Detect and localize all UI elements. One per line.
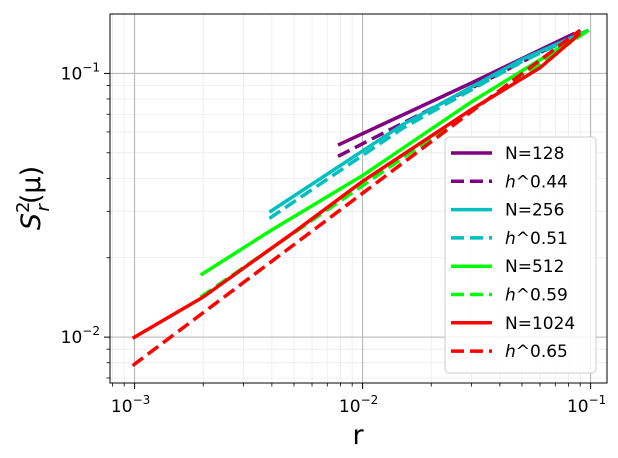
axis-ticks	[104, 72, 592, 389]
x-tick-label-exponent: −3	[133, 393, 151, 407]
y-tick-label-base: 10	[61, 64, 83, 84]
legend-label: N=128	[505, 144, 564, 164]
series-line-h-0-44-fit	[337, 33, 576, 158]
legend-label-rest: ^0.59	[516, 286, 568, 306]
legend-label: N=512	[505, 257, 564, 277]
legend-label-italic: h	[505, 172, 516, 192]
legend-entry: h^0.65	[451, 342, 568, 362]
legend-label-italic: h	[505, 342, 516, 362]
legend-label-rest: ^0.51	[516, 229, 568, 249]
plot-frame	[109, 13, 608, 384]
x-tick-label: 10−3	[111, 393, 150, 417]
legend-entry: h^0.44	[451, 172, 568, 192]
legend: N=128h^0.44N=256h^0.51N=512h^0.59N=1024h…	[444, 136, 597, 374]
y-tick-label: 10−2	[61, 324, 100, 348]
legend-entry: N=1024	[451, 314, 575, 334]
series-line-n-512	[199, 28, 590, 277]
legend-label-rest: ^0.44	[516, 172, 568, 192]
x-tick-label-exponent: −2	[361, 393, 379, 407]
svg-text:S2r(μ): S2r(μ)	[13, 166, 54, 230]
y-tick-label-exponent: −2	[82, 324, 100, 338]
legend-label-italic: h	[505, 229, 516, 249]
legend-label-italic: h	[505, 286, 516, 306]
series-line-n-1024	[131, 31, 582, 340]
legend-label: h^0.59	[505, 286, 568, 306]
x-tick-label-base: 10	[339, 397, 361, 417]
y-axis-title-symbol: S	[16, 213, 47, 230]
legend-frame	[444, 136, 597, 374]
y-axis-title-superscript: 2	[13, 202, 34, 213]
legend-label: h^0.65	[505, 342, 568, 362]
legend-label: N=1024	[505, 314, 575, 334]
x-tick-label: 10−2	[339, 393, 378, 417]
legend-label: N=256	[505, 201, 564, 221]
y-axis-title-argument: (μ)	[16, 166, 47, 204]
legend-entry: N=128	[451, 144, 564, 164]
x-tick-label: 10−1	[567, 393, 606, 417]
x-axis-title: r	[352, 420, 364, 451]
x-tick-label-base: 10	[567, 397, 589, 417]
legend-entry: N=256	[451, 201, 564, 221]
legend-label-rest: ^0.65	[516, 342, 568, 362]
series-line-h-0-65-fit	[131, 28, 582, 368]
x-tick-label-base: 10	[111, 397, 133, 417]
legend-entry: h^0.59	[451, 286, 568, 306]
legend-label: h^0.44	[505, 172, 568, 192]
x-tick-label-exponent: −1	[589, 393, 607, 407]
y-axis-title: S2r(μ)	[13, 166, 54, 230]
legend-entry: h^0.51	[451, 229, 568, 249]
y-tick-label-base: 10	[61, 328, 83, 348]
y-tick-label-exponent: −1	[82, 60, 100, 74]
series-line-h-0-51-fit	[268, 28, 590, 220]
legend-entry: N=512	[451, 257, 564, 277]
y-axis-title-subscript: r	[33, 203, 54, 212]
legend-label: h^0.51	[505, 229, 568, 249]
tick-labels: 10−3 10−2 10−110−210−1	[61, 60, 607, 417]
series-lines	[131, 28, 590, 368]
y-tick-label: 10−1	[61, 60, 100, 84]
